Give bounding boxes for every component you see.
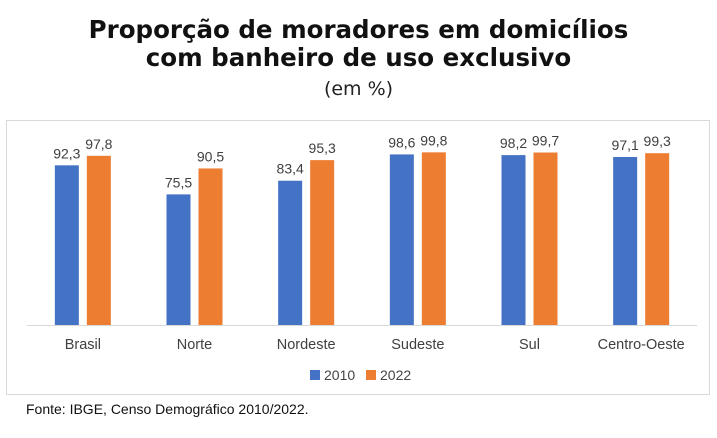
data-label-2010-nordeste: 83,4: [277, 161, 304, 177]
bar-2022-sudeste: [421, 152, 446, 325]
data-label-2010-brasil: 92,3: [53, 145, 80, 161]
legend-swatch-2022: [366, 370, 376, 380]
data-label-2010-norte: 75,5: [165, 174, 192, 190]
data-label-2022-centro-oeste: 99,3: [644, 133, 671, 149]
bar-2010-sudeste: [389, 154, 414, 325]
chart-title-line-1: Proporção de moradores em domicílios: [88, 15, 629, 44]
bar-2022-brasil: [86, 155, 111, 325]
bar-2010-norte: [166, 194, 191, 325]
data-label-2022-nordeste: 95,3: [309, 140, 336, 156]
chart-subtitle: (em %): [323, 78, 394, 100]
legend-item-2022: 2022: [366, 367, 411, 383]
data-label-2022-sudeste: 99,8: [420, 132, 447, 148]
bar-2022-sul: [533, 152, 558, 325]
data-label-2010-centro-oeste: 97,1: [612, 137, 639, 153]
bar-2022-centro-oeste: [645, 153, 670, 325]
category-label-norte: Norte: [177, 337, 212, 353]
bar-2022-norte: [198, 168, 223, 325]
bar-2022-nordeste: [310, 160, 335, 325]
data-label-2010-sudeste: 98,6: [388, 134, 415, 150]
category-label-brasil: Brasil: [65, 337, 101, 353]
bar-2010-centro-oeste: [613, 157, 638, 325]
bar-2010-sul: [501, 155, 526, 325]
chart-title-line-2: com banheiro de uso exclusivo: [145, 43, 572, 72]
data-label-2022-brasil: 97,8: [85, 136, 112, 152]
source-note: Fonte: IBGE, Censo Demográfico 2010/2022…: [26, 401, 309, 417]
category-label-sudeste: Sudeste: [391, 337, 444, 353]
data-label-2022-sul: 99,7: [532, 133, 559, 149]
bar-2010-brasil: [54, 165, 79, 325]
legend: 2010 2022: [0, 367, 717, 387]
category-label-centro-oeste: Centro-Oeste: [598, 337, 685, 353]
bar-2010-nordeste: [278, 180, 303, 325]
data-label-2010-sul: 98,2: [500, 135, 527, 151]
chart-frame: [6, 120, 710, 395]
category-label-sul: Sul: [519, 337, 540, 353]
legend-item-2010: 2010: [310, 367, 355, 383]
legend-swatch-2010: [310, 370, 320, 380]
category-label-nordeste: Nordeste: [277, 337, 336, 353]
legend-label-2022: 2022: [380, 367, 412, 383]
legend-label-2010: 2010: [324, 367, 356, 383]
data-label-2022-norte: 90,5: [197, 148, 224, 164]
